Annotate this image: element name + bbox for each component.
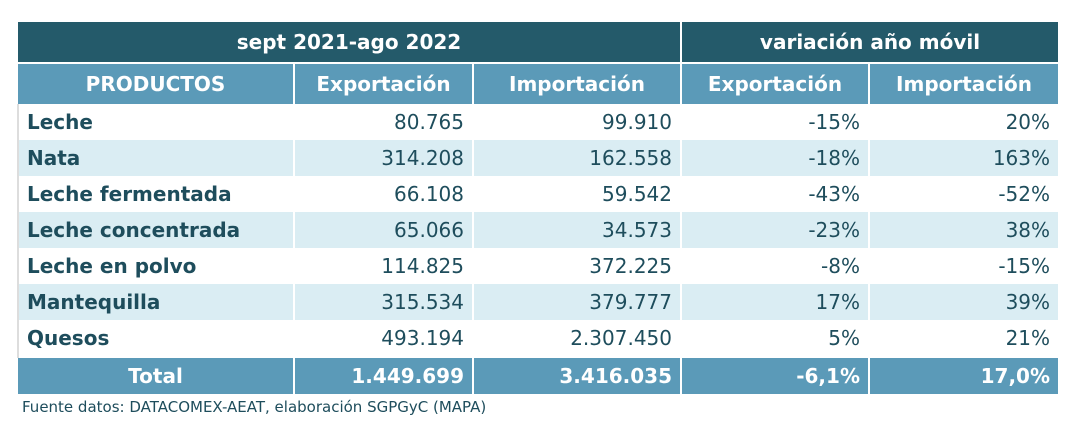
table-row: Leche concentrada 65.066 34.573 -23% 38%	[17, 212, 1061, 248]
table-cell: -15%	[681, 104, 870, 140]
column-header: Exportación	[681, 63, 870, 104]
table-cell: 493.194	[294, 320, 474, 357]
table-cell: 38%	[869, 212, 1061, 248]
table-cell: 34.573	[473, 212, 682, 248]
variation-header: variación año móvil	[681, 22, 1061, 64]
table-cell: 59.542	[473, 176, 682, 212]
table-cell: 20%	[869, 104, 1061, 140]
table-cell: 315.534	[294, 284, 474, 320]
table-cell: -15%	[869, 248, 1061, 284]
product-name: Leche fermentada	[17, 176, 295, 212]
table-row: Leche en polvo 114.825 372.225 -8% -15%	[17, 248, 1061, 284]
total-cell: 3.416.035	[473, 356, 682, 394]
table-row: Leche fermentada 66.108 59.542 -43% -52%	[17, 176, 1061, 212]
product-name: Mantequilla	[17, 284, 295, 320]
table-cell: -52%	[869, 176, 1061, 212]
table-cell: -8%	[681, 248, 870, 284]
product-name: Quesos	[17, 320, 295, 357]
table-row: Nata 314.208 162.558 -18% 163%	[17, 140, 1061, 176]
table-cell: 17%	[681, 284, 870, 320]
table-cell: -43%	[681, 176, 870, 212]
source-note: Fuente datos: DATACOMEX-AEAT, elaboració…	[22, 398, 487, 416]
table-cell: -18%	[681, 140, 870, 176]
table-cell: 2.307.450	[473, 320, 682, 357]
column-header: Importación	[869, 63, 1061, 104]
table-cell: 114.825	[294, 248, 474, 284]
table-cell: 372.225	[473, 248, 682, 284]
table-cell: 163%	[869, 140, 1061, 176]
table-cell: 39%	[869, 284, 1061, 320]
dairy-trade-table: sept 2021-ago 2022 variación año móvil P…	[17, 22, 1061, 394]
table-cell: 99.910	[473, 104, 682, 140]
column-header: PRODUCTOS	[18, 63, 295, 104]
total-label: Total	[18, 356, 295, 394]
product-name: Leche concentrada	[17, 212, 295, 248]
total-cell: 1.449.699	[294, 356, 474, 394]
table-cell: 80.765	[294, 104, 474, 140]
product-name: Leche en polvo	[17, 248, 295, 284]
column-header: Exportación	[294, 63, 474, 104]
group-header-row: sept 2021-ago 2022 variación año móvil	[18, 22, 1061, 64]
total-row: Total 1.449.699 3.416.035 -6,1% 17,0%	[18, 356, 1061, 394]
total-cell: -6,1%	[681, 356, 870, 394]
table-cell: 5%	[681, 320, 870, 357]
column-header-row: PRODUCTOS Exportación Importación Export…	[18, 63, 1061, 104]
column-header: Importación	[473, 63, 682, 104]
table-cell: 65.066	[294, 212, 474, 248]
table-cell: 162.558	[473, 140, 682, 176]
product-name: Leche	[17, 104, 295, 140]
table-cell: -23%	[681, 212, 870, 248]
period-header: sept 2021-ago 2022	[18, 22, 682, 64]
table-row: Quesos 493.194 2.307.450 5% 21%	[17, 320, 1061, 357]
table-cell: 66.108	[294, 176, 474, 212]
table-cell: 314.208	[294, 140, 474, 176]
table-row: Leche 80.765 99.910 -15% 20%	[17, 104, 1061, 140]
table-cell: 379.777	[473, 284, 682, 320]
table-cell: 21%	[869, 320, 1061, 357]
table-row: Mantequilla 315.534 379.777 17% 39%	[17, 284, 1061, 320]
product-name: Nata	[17, 140, 295, 176]
total-cell: 17,0%	[869, 356, 1061, 394]
